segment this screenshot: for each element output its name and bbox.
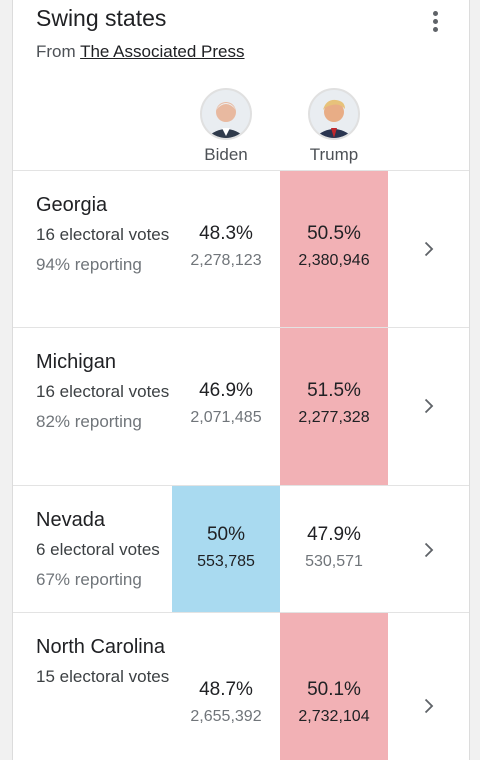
biden-avatar xyxy=(200,88,252,140)
state-info: Nevada 6 electoral votes 67% reporting xyxy=(36,505,186,595)
state-name: Michigan xyxy=(36,351,117,373)
candidate-biden: Biden xyxy=(172,88,280,165)
trump-votes: 530,571 xyxy=(305,553,363,570)
electoral-votes: 16 electoral votes xyxy=(36,225,170,244)
electoral-votes: 15 electoral votes xyxy=(36,667,170,686)
electoral-votes: 16 electoral votes xyxy=(36,382,170,401)
state-name: North Carolina xyxy=(36,636,165,658)
biden-votes: 553,785 xyxy=(197,553,255,570)
biden-votes: 2,071,485 xyxy=(190,409,262,426)
biden-result: 50% 553,785 xyxy=(172,486,280,612)
biden-result: 46.9% 2,071,485 xyxy=(172,328,280,485)
card-subtitle: From The Associated Press xyxy=(36,42,245,62)
biden-percent: 46.9% xyxy=(199,380,253,401)
chevron-right-icon[interactable] xyxy=(417,539,439,561)
trump-avatar xyxy=(308,88,360,140)
trump-result: 47.9% 530,571 xyxy=(280,486,388,612)
biden-percent: 48.7% xyxy=(199,679,253,700)
state-row-michigan[interactable]: Michigan 16 electoral votes 82% reportin… xyxy=(13,327,469,485)
swing-states-card: Swing states From The Associated Press B… xyxy=(12,0,470,760)
reporting-status: 82% reporting xyxy=(36,412,142,431)
biden-votes: 2,278,123 xyxy=(190,252,262,269)
trump-result: 50.5% 2,380,946 xyxy=(280,171,388,328)
state-info: Georgia 16 electoral votes 94% reporting xyxy=(36,190,176,280)
biden-percent: 48.3% xyxy=(199,223,253,244)
trump-percent: 47.9% xyxy=(307,524,361,545)
trump-percent: 50.1% xyxy=(307,679,361,700)
biden-percent: 50% xyxy=(206,524,246,545)
trump-votes: 2,732,104 xyxy=(298,708,370,725)
state-info: North Carolina 15 electoral votes xyxy=(36,632,176,692)
state-name: Nevada xyxy=(36,509,105,531)
chevron-right-icon[interactable] xyxy=(417,395,439,417)
trump-votes: 2,277,328 xyxy=(298,409,370,426)
candidate-name: Biden xyxy=(204,145,248,164)
chevron-right-icon[interactable] xyxy=(417,695,439,717)
subtitle-prefix: From xyxy=(36,42,76,61)
candidate-trump: Trump xyxy=(280,88,388,165)
trump-percent: 50.5% xyxy=(307,223,361,244)
biden-votes: 2,655,392 xyxy=(190,708,262,725)
trump-result: 51.5% 2,277,328 xyxy=(280,328,388,485)
biden-result: 48.7% 2,655,392 xyxy=(172,613,280,760)
biden-result: 48.3% 2,278,123 xyxy=(172,171,280,328)
reporting-status: 67% reporting xyxy=(36,570,142,589)
trump-percent: 51.5% xyxy=(307,380,361,401)
trump-result: 50.1% 2,732,104 xyxy=(280,613,388,760)
state-info: Michigan 16 electoral votes 82% reportin… xyxy=(36,347,176,437)
state-row-georgia[interactable]: Georgia 16 electoral votes 94% reporting… xyxy=(13,170,469,328)
more-options-icon[interactable] xyxy=(425,10,445,34)
state-name: Georgia xyxy=(36,194,108,216)
state-row-nevada[interactable]: Nevada 6 electoral votes 67% reporting 5… xyxy=(13,485,469,612)
reporting-status: 94% reporting xyxy=(36,255,142,274)
state-row-north-carolina[interactable]: North Carolina 15 electoral votes 48.7% … xyxy=(13,612,469,760)
electoral-votes: 6 electoral votes xyxy=(36,540,160,559)
trump-votes: 2,380,946 xyxy=(298,252,370,269)
candidate-name: Trump xyxy=(309,145,359,164)
source-link[interactable]: The Associated Press xyxy=(80,42,245,61)
card-title: Swing states xyxy=(36,5,167,31)
chevron-right-icon[interactable] xyxy=(417,238,439,260)
